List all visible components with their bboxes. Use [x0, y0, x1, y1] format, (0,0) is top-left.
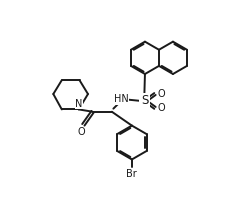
- Text: O: O: [157, 103, 165, 113]
- Text: S: S: [141, 94, 149, 108]
- Text: N: N: [75, 99, 82, 109]
- Text: Br: Br: [127, 170, 137, 179]
- Text: O: O: [157, 89, 165, 99]
- Text: O: O: [77, 127, 85, 137]
- Text: HN: HN: [114, 94, 128, 104]
